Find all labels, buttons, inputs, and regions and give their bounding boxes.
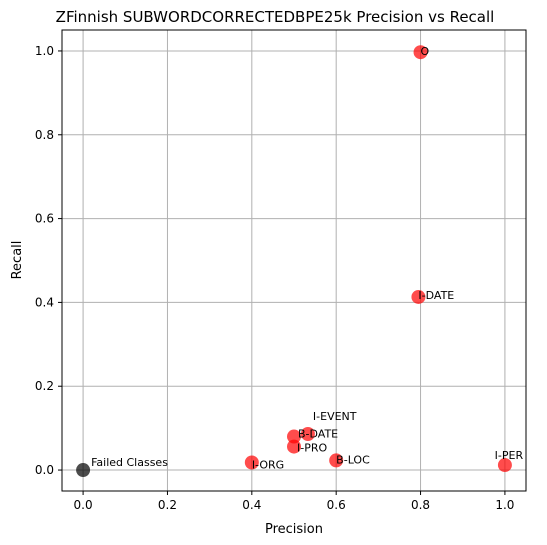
point-b-loc — [329, 453, 344, 468]
point-label-b-date: B-DATE — [298, 428, 338, 441]
point-label-o: O — [421, 45, 430, 58]
data-points — [76, 45, 512, 478]
point-i-per — [497, 458, 512, 473]
point-i-pro — [287, 439, 301, 454]
plot-area-frame — [61, 29, 527, 492]
x-tick-label: 0.2 — [158, 498, 177, 512]
point-failed-classes — [76, 463, 91, 478]
point-i-org — [244, 455, 259, 470]
x-axis-label: Precision — [265, 522, 323, 537]
grid-lines — [62, 30, 526, 491]
y-tick-label: 0.6 — [35, 212, 54, 226]
x-tick-label: 0.8 — [411, 498, 430, 512]
y-tick-label: 0.4 — [35, 295, 54, 309]
y-axis-label: Recall — [10, 241, 25, 280]
y-tick-label: 0.2 — [35, 379, 54, 393]
point-label-i-date: I-DATE — [418, 289, 454, 302]
axis-ticks: 0.0 0.2 0.4 0.6 0.8 1.0 0.0 0.2 0.4 0.6 0.8 1.0 — [35, 44, 515, 512]
point-i-event — [300, 427, 315, 442]
point-label-b-loc: B-LOC — [336, 453, 370, 466]
point-label-i-event: I-EVENT — [313, 410, 357, 423]
y-tick-label: 0.8 — [35, 128, 54, 142]
point-label-i-per: I-PER — [495, 449, 524, 462]
point-o — [413, 45, 428, 60]
point-b-date — [287, 429, 301, 444]
point-label-failed-classes: Failed Classes — [91, 456, 168, 469]
x-tick-label: 0.6 — [327, 498, 346, 512]
x-tick-label: 0.0 — [74, 498, 93, 512]
point-label-i-org: I-ORG — [252, 459, 284, 472]
chart-title: ZFinnish SUBWORDCORRECTEDBPE25k Precisio… — [56, 8, 495, 26]
y-tick-label: 0.0 — [35, 463, 54, 477]
point-label-i-pro: I-PRO — [297, 442, 327, 455]
x-tick-label: 1.0 — [495, 498, 514, 512]
x-tick-label: 0.4 — [242, 498, 261, 512]
y-tick-label: 1.0 — [35, 44, 54, 58]
point-i-date — [411, 289, 426, 304]
